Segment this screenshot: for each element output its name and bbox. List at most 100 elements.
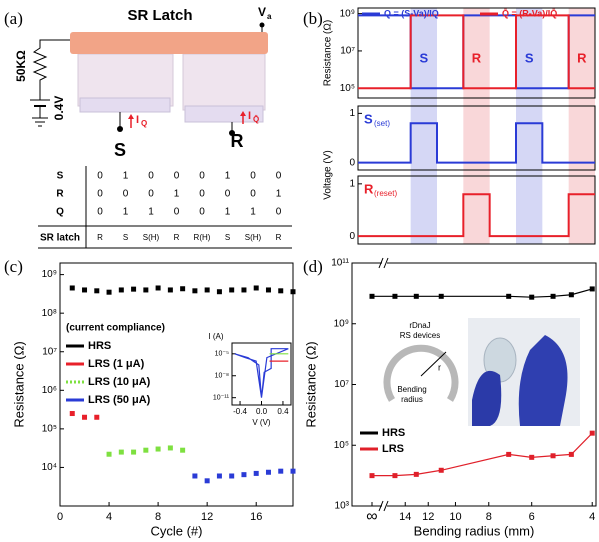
terminal [259, 22, 265, 28]
annotation: R [364, 181, 374, 196]
table-cell: 0 [174, 207, 180, 218]
band-label: S [525, 50, 534, 65]
marker [278, 288, 284, 294]
y-axis-label: Resistance (Ω) [303, 341, 318, 427]
table-cell: R [97, 233, 103, 242]
marker [167, 445, 173, 451]
iq-sub: Q [141, 119, 147, 128]
legend-label: Q̄ = (R-Va)/IQ̄ [502, 8, 557, 18]
marker [589, 286, 595, 292]
x-axis-label: Cycle (#) [150, 523, 202, 538]
arrow [240, 111, 246, 116]
y-tick-label: 10⁹ [334, 318, 349, 329]
y-tick-label: 10⁸ [42, 308, 57, 319]
table-cell: 0 [250, 189, 256, 200]
truth-table [38, 166, 292, 249]
y-tick-label: 10⁵ [42, 424, 57, 435]
marker [204, 287, 210, 293]
legend-label: HRS [382, 427, 405, 439]
legend-label: LRS (1 μA) [88, 358, 145, 370]
marker [143, 287, 149, 293]
table-cell: S(H) [143, 233, 160, 242]
x-tick-label: 8 [155, 511, 161, 523]
table-cell: 1 [276, 189, 282, 200]
table-cell: 0 [225, 189, 231, 200]
table-cell: 1 [148, 207, 154, 218]
legend-title: (current compliance) [66, 323, 165, 334]
marker [229, 473, 235, 479]
table-row-label: SR latch [40, 233, 80, 244]
y-tick-label: 10⁷ [334, 379, 349, 390]
table-cell: 0 [97, 171, 103, 182]
s-terminal: S [114, 140, 126, 160]
y-tick-label: 10⁻¹¹ [213, 395, 230, 402]
marker [369, 293, 375, 299]
marker [529, 294, 535, 300]
marker [204, 478, 210, 484]
table-cell: 0 [148, 189, 154, 200]
marker [589, 430, 595, 436]
table-cell: 0 [123, 189, 129, 200]
annotation: S [364, 111, 373, 126]
marker [241, 287, 247, 293]
x-tick-label: 4 [589, 511, 595, 523]
legend-label: LRS (10 μA) [88, 376, 151, 388]
x-tick-label: 4 [106, 511, 112, 523]
latch-diagram: SR Latch V a 50KΩ 0.4V S I Q R I Q̄ [14, 5, 272, 160]
legend-label: Q = (S-Va)/IQ [384, 8, 439, 18]
y-axis-label: Resistance (Ω) [323, 20, 334, 86]
y-axis-label: I (A) [208, 332, 223, 341]
band [516, 8, 543, 244]
marker [180, 286, 186, 292]
x-tick-label: -0.4 [233, 407, 247, 416]
plot-frame [357, 175, 596, 245]
panel-label: (b) [303, 9, 323, 28]
x-tick-label: 12 [422, 511, 434, 523]
y-tick-label: 10⁵ [334, 440, 349, 451]
glove [518, 335, 568, 426]
va-sub: a [267, 12, 272, 21]
marker [167, 287, 173, 293]
va-label: V [258, 5, 266, 19]
top-electrode [70, 32, 268, 54]
table-cell: 0 [199, 189, 205, 200]
marker [278, 468, 284, 474]
marker [265, 469, 271, 475]
y-tick-label: 1 [349, 108, 355, 119]
iqbar-sub: Q̄ [253, 115, 259, 124]
axis-break [378, 500, 384, 512]
marker [550, 453, 556, 459]
table-cell: 1 [123, 207, 129, 218]
table-cell: 1 [123, 171, 129, 182]
marker [82, 414, 88, 420]
marker [392, 293, 398, 299]
table-cell: R(H) [194, 233, 211, 242]
table-row-label: S [57, 171, 64, 182]
series-line [234, 348, 289, 398]
electrode [79, 97, 171, 113]
cell [77, 53, 174, 107]
marker [155, 285, 161, 291]
y-tick-label: 10⁴ [42, 462, 57, 473]
marker [69, 411, 75, 417]
marker [180, 447, 186, 453]
y-tick-label: 10⁷ [340, 46, 355, 57]
table-cell: 0 [276, 207, 282, 218]
voltage-label: 0.4V [52, 96, 66, 121]
marker [216, 289, 222, 295]
marker [568, 292, 574, 298]
table-cell: S(H) [245, 233, 262, 242]
panel-labels: (a) (b) (c) (d) [4, 9, 323, 276]
marker [438, 293, 444, 299]
table-cell: 1 [225, 171, 231, 182]
series-line [358, 193, 595, 238]
iqbar-label: I [248, 110, 251, 122]
marker [118, 287, 124, 293]
table-cell: 0 [174, 171, 180, 182]
marker [550, 293, 556, 299]
legend-label: LRS [382, 443, 404, 455]
marker [369, 473, 375, 479]
table-cell: 1 [174, 189, 180, 200]
y-tick-label: 0 [349, 231, 355, 242]
photo-annotation: radius [401, 395, 423, 404]
